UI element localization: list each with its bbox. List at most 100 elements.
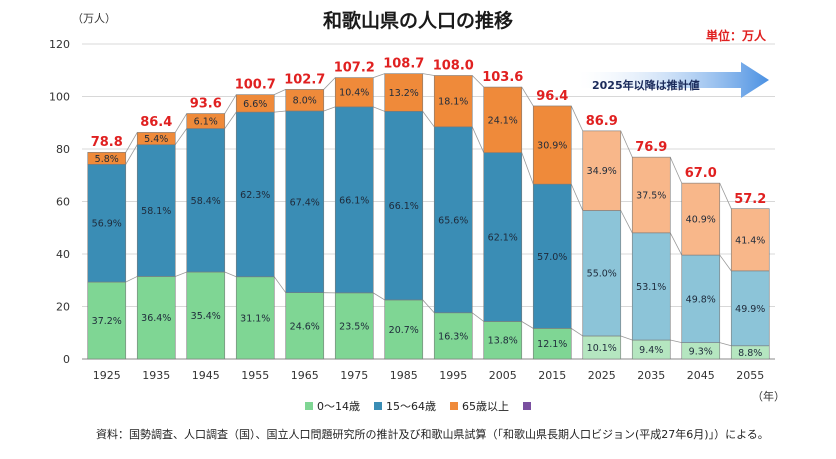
total-label: 102.7 bbox=[284, 72, 325, 87]
pct-label-age15-64: 49.9% bbox=[735, 304, 765, 315]
bar-segment-age0-14 bbox=[285, 292, 325, 360]
bar-segment-age15-64 bbox=[433, 126, 473, 314]
estimate-arrow bbox=[579, 62, 769, 98]
pct-label-age0-14: 10.1% bbox=[587, 343, 617, 354]
y-tick-label: 40 bbox=[56, 248, 70, 261]
total-label: 93.6 bbox=[190, 96, 222, 111]
bar-segment-age15-64 bbox=[186, 128, 226, 273]
connector-line bbox=[719, 254, 732, 272]
y-tick-label: 120 bbox=[49, 38, 70, 51]
y-tick-label: 100 bbox=[49, 91, 70, 104]
connector-line bbox=[620, 210, 633, 234]
bar-segment-age65 bbox=[483, 86, 523, 153]
pct-label-age0-14: 16.3% bbox=[438, 331, 468, 342]
pct-label-age0-14: 12.1% bbox=[537, 339, 567, 350]
y-axis-unit: （万人） bbox=[72, 12, 116, 25]
connector-line bbox=[125, 144, 138, 165]
pct-label-age65: 18.1% bbox=[438, 97, 468, 108]
bar-segment-age0-14 bbox=[87, 281, 127, 360]
total-label: 96.4 bbox=[536, 89, 568, 104]
x-axis-unit: （年） bbox=[752, 390, 785, 403]
pct-label-age0-14: 20.7% bbox=[389, 325, 419, 336]
legend-item-age65: 65歳以上 bbox=[450, 398, 509, 414]
total-label: 78.8 bbox=[91, 135, 123, 150]
connector-line bbox=[274, 110, 286, 113]
bar-segment-age15-64 bbox=[87, 164, 127, 283]
x-tick-label: 2055 bbox=[736, 369, 764, 382]
y-tick-label: 80 bbox=[56, 143, 70, 156]
total-label: 67.0 bbox=[685, 166, 717, 181]
x-tick-label: 1975 bbox=[340, 369, 368, 382]
bar-segment-age15-64 bbox=[631, 232, 671, 341]
connector-line bbox=[422, 73, 435, 76]
chart-title: 和歌山県の人口の推移 bbox=[322, 10, 513, 32]
connector-line bbox=[373, 73, 385, 78]
total-label: 100.7 bbox=[235, 78, 276, 93]
pct-label-age15-64: 66.1% bbox=[339, 195, 369, 206]
pct-label-age0-14: 8.8% bbox=[738, 348, 762, 359]
connector-line bbox=[570, 105, 584, 132]
bar-segment-age15-64 bbox=[384, 111, 424, 301]
pct-label-age15-64: 62.1% bbox=[488, 233, 518, 244]
bar-segment-age0-14 bbox=[235, 276, 275, 360]
total-label: 108.7 bbox=[383, 57, 424, 72]
connector-line bbox=[175, 271, 187, 277]
connector-line bbox=[323, 106, 336, 112]
x-tick-label: 1995 bbox=[439, 369, 467, 382]
pct-label-age65: 30.9% bbox=[537, 141, 567, 152]
legend-item-age0-14: 0〜14歳 bbox=[305, 398, 360, 414]
connector-line bbox=[571, 328, 583, 337]
connector-line bbox=[472, 312, 484, 322]
connector-line bbox=[174, 113, 188, 133]
pct-label-age0-14: 9.3% bbox=[689, 346, 713, 357]
pct-label-age65: 41.4% bbox=[735, 235, 765, 246]
pct-label-age15-64: 49.8% bbox=[686, 294, 716, 305]
x-tick-label: 2025 bbox=[588, 369, 616, 382]
x-tick-label: 1945 bbox=[192, 369, 220, 382]
total-label: 86.4 bbox=[140, 115, 172, 130]
total-label: 108.0 bbox=[433, 59, 474, 74]
connector-line bbox=[125, 132, 138, 153]
pct-label-age65: 5.8% bbox=[95, 154, 119, 165]
pct-label-age0-14: 31.1% bbox=[240, 313, 270, 324]
connector-line bbox=[669, 232, 683, 256]
connector-line bbox=[422, 111, 435, 128]
unit-note: 単位：万人 bbox=[705, 29, 766, 43]
connector-line bbox=[521, 321, 534, 329]
x-tick-label: 1955 bbox=[241, 369, 269, 382]
bar-segment-age65 bbox=[730, 208, 770, 272]
total-label: 103.6 bbox=[482, 70, 523, 85]
source-note: 資料：国勢調査、人口調査（国）、国立人口問題研究所の推計及び和歌山県試算（「和歌… bbox=[96, 428, 769, 441]
connector-line bbox=[719, 342, 732, 347]
x-tick-label: 2035 bbox=[637, 369, 665, 382]
bar-segment-age65 bbox=[532, 105, 572, 185]
pct-label-age0-14: 24.6% bbox=[290, 321, 320, 332]
bar-segment-age0-14 bbox=[186, 271, 226, 360]
pct-label-age0-14: 23.5% bbox=[339, 321, 369, 332]
bar-segment-age15-64 bbox=[285, 110, 325, 293]
pct-label-age15-64: 58.4% bbox=[191, 196, 221, 207]
bar-segment-age0-14 bbox=[433, 312, 473, 360]
connector-line bbox=[224, 111, 237, 129]
connector-line bbox=[174, 128, 188, 145]
pct-label-age65: 10.4% bbox=[339, 88, 369, 99]
connector-line bbox=[323, 77, 336, 90]
total-label: 57.2 bbox=[734, 192, 766, 207]
connector-line bbox=[521, 86, 534, 107]
legend-item-age15-64: 15〜64歳 bbox=[374, 398, 436, 414]
bar-segment-age15-64 bbox=[483, 152, 523, 322]
connector-line bbox=[620, 130, 633, 158]
pct-label-age15-64: 53.1% bbox=[636, 282, 666, 293]
pct-label-age65: 5.4% bbox=[144, 134, 168, 145]
legend-swatch-age0-14 bbox=[305, 402, 313, 410]
bar-segment-age15-64 bbox=[582, 210, 622, 337]
estimate-note: 2025年以降は推計値 bbox=[592, 79, 700, 92]
pct-label-age65: 6.1% bbox=[194, 117, 218, 128]
pct-label-age15-64: 67.4% bbox=[290, 197, 320, 208]
connector-line bbox=[224, 94, 237, 114]
pct-label-age0-14: 9.4% bbox=[639, 345, 663, 356]
pct-label-age15-64: 58.1% bbox=[141, 206, 171, 217]
bar-segment-age0-14 bbox=[136, 276, 176, 360]
legend-item-extra bbox=[523, 398, 531, 414]
